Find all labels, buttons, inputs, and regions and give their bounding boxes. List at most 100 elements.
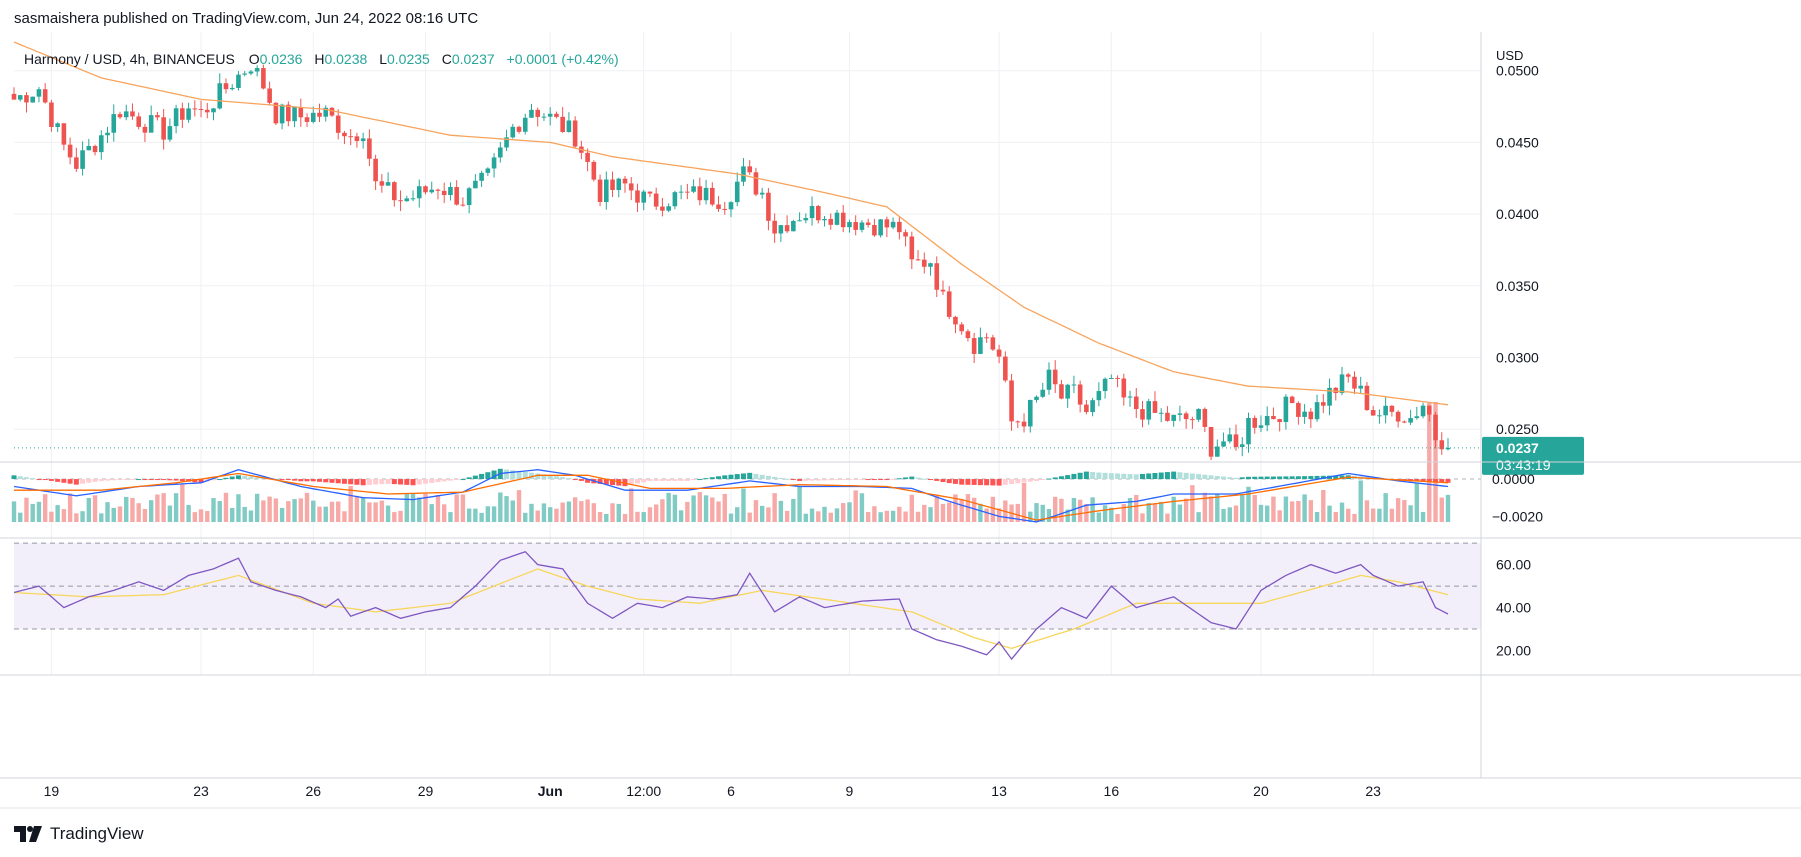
candle	[897, 217, 902, 240]
macd-histogram-bar	[410, 479, 416, 486]
macd-histogram-bar	[959, 479, 965, 485]
volume-bar	[1296, 501, 1301, 522]
macd-histogram-bar	[73, 479, 79, 485]
macd-histogram-bar	[1314, 475, 1320, 480]
legend-open-label: O	[249, 51, 260, 67]
candle	[1252, 415, 1258, 434]
volume-bar	[965, 494, 971, 522]
volume-bar	[947, 502, 952, 522]
macd-histogram-bar	[1108, 473, 1114, 480]
volume-bar	[236, 494, 241, 522]
candle	[173, 104, 179, 134]
candle	[317, 103, 322, 123]
volume-bar	[934, 496, 939, 522]
macd-histogram-bar	[98, 479, 104, 481]
macd-histogram-bar	[1245, 476, 1251, 480]
macd-histogram-bar	[921, 478, 927, 480]
volume-bar	[80, 511, 85, 522]
volume-bar	[248, 510, 254, 522]
volume-bar	[192, 512, 198, 522]
candle	[984, 333, 989, 343]
macd-histogram-bar	[1227, 477, 1233, 480]
candle	[1370, 405, 1376, 416]
candle	[211, 107, 216, 121]
volume-bar	[1115, 513, 1120, 522]
macd-histogram-bar	[909, 476, 915, 480]
candle	[890, 217, 896, 230]
macd-histogram-bar	[435, 479, 441, 483]
candle	[610, 171, 615, 197]
volume-bar	[242, 506, 247, 522]
candle	[541, 113, 547, 121]
macd-signal-line	[14, 472, 1449, 521]
volume-bar	[460, 494, 466, 522]
candle	[479, 170, 484, 188]
volume-bar	[1140, 513, 1145, 522]
volume-bar	[622, 513, 628, 522]
candle	[1133, 388, 1139, 418]
macd-histogram-bar	[578, 479, 584, 481]
volume-bar	[111, 507, 116, 522]
macd-histogram-bar	[628, 479, 634, 485]
macd-histogram-bar	[491, 470, 497, 480]
macd-histogram-bar	[778, 477, 784, 480]
candle	[460, 197, 466, 207]
macd-histogram-bar	[541, 474, 547, 480]
macd-histogram-bar	[784, 478, 790, 480]
volume-bar	[1252, 494, 1257, 522]
volume-bar	[136, 503, 141, 522]
macd-histogram-bar	[1052, 477, 1058, 480]
tradingview-brand[interactable]: TradingView	[14, 824, 144, 844]
volume-bar	[678, 510, 684, 522]
candle	[1227, 427, 1233, 444]
volume-bar	[978, 503, 983, 522]
volume-bar	[1327, 505, 1332, 522]
candle	[267, 81, 272, 105]
legend-open-value: 0.0236	[260, 51, 303, 67]
candle	[834, 209, 840, 226]
macd-histogram-bar	[753, 473, 759, 480]
volume-bar	[1339, 502, 1345, 522]
price-candles	[11, 64, 1451, 461]
macd-histogram-bar	[585, 479, 591, 483]
candle	[148, 105, 154, 133]
candle	[292, 106, 297, 128]
macd-histogram-bar	[472, 475, 478, 480]
candle	[74, 147, 79, 172]
macd-histogram-bar	[940, 479, 946, 483]
volume-bar	[1395, 498, 1401, 522]
macd-histogram-bar	[1408, 479, 1414, 481]
candle	[1034, 395, 1039, 403]
volume-bar	[354, 495, 360, 522]
macd-histogram-bar	[834, 479, 840, 481]
macd-histogram-bar	[996, 479, 1002, 486]
candle	[965, 329, 971, 342]
volume-bar	[1121, 504, 1126, 522]
price-tick-label: 0.0250	[1496, 421, 1539, 437]
candle	[1084, 399, 1089, 415]
macd-histogram-bar	[903, 477, 909, 480]
volume-bar	[410, 493, 416, 522]
macd-histogram-bar	[822, 479, 828, 481]
volume-bar	[984, 508, 989, 522]
candle	[1003, 351, 1008, 383]
volume-bar	[1227, 507, 1232, 522]
macd-histogram-bar	[1152, 472, 1158, 480]
candle	[647, 191, 653, 197]
candle	[248, 70, 254, 76]
candle	[1065, 383, 1070, 408]
candle	[1077, 380, 1083, 413]
macd-histogram-bar	[1295, 476, 1301, 480]
candle	[971, 332, 977, 364]
macd-histogram-bar	[348, 479, 354, 485]
volume-bar	[1240, 494, 1245, 522]
volume-bar	[1377, 508, 1382, 522]
candle	[30, 96, 36, 103]
macd-histogram-bar	[217, 479, 223, 481]
volume-bar	[304, 492, 310, 522]
volume-bar	[878, 512, 883, 522]
candle	[516, 125, 522, 134]
legend-close-label: C	[442, 51, 452, 67]
volume-bar	[1246, 486, 1251, 522]
